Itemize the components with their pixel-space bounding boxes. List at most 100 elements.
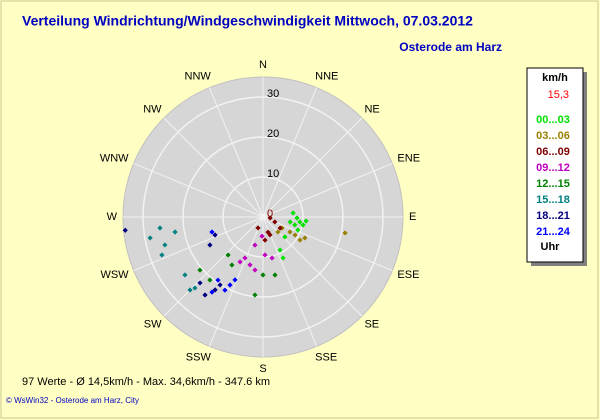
data-point xyxy=(225,252,231,258)
data-point xyxy=(255,225,261,231)
spoke xyxy=(163,216,264,317)
ring xyxy=(222,176,304,258)
data-point xyxy=(247,262,253,268)
direction-label: E xyxy=(409,211,416,223)
data-point xyxy=(197,267,203,273)
data-point xyxy=(295,227,301,233)
direction-label: ENE xyxy=(397,153,420,165)
data-point xyxy=(157,225,163,231)
data-point xyxy=(207,242,213,248)
spoke xyxy=(208,216,264,347)
data-point xyxy=(297,237,303,243)
data-point xyxy=(229,262,235,268)
legend-footer: Uhr xyxy=(541,241,561,253)
data-point xyxy=(290,210,296,216)
data-point xyxy=(232,277,238,283)
data-point xyxy=(262,252,268,258)
direction-label: SE xyxy=(364,318,379,330)
data-point xyxy=(172,229,178,235)
legend-entry: 12...15 xyxy=(536,178,570,190)
data-point xyxy=(267,215,273,221)
data-point xyxy=(287,229,293,235)
ring xyxy=(182,136,344,298)
direction-label: WNW xyxy=(100,153,129,165)
copyright: © WsWin32 - Osterode am Harz, City xyxy=(6,396,139,405)
data-point xyxy=(227,282,233,288)
legend-entry: 09...12 xyxy=(536,162,570,174)
legend-note: 15,3 xyxy=(548,89,569,101)
data-point xyxy=(252,242,258,248)
legend-entry: 15...18 xyxy=(536,194,570,206)
data-point xyxy=(215,277,221,283)
data-point xyxy=(212,287,218,293)
data-point xyxy=(162,242,168,248)
direction-label: SSW xyxy=(186,351,212,363)
data-point xyxy=(182,272,188,278)
data-point xyxy=(294,215,300,221)
direction-label: NW xyxy=(143,103,162,115)
data-point xyxy=(303,218,309,224)
spoke xyxy=(208,87,264,218)
r-tick-label: 20 xyxy=(267,128,279,140)
data-point xyxy=(302,235,308,241)
direction-label: S xyxy=(259,363,266,375)
data-point xyxy=(272,272,278,278)
legend-entry: 00...03 xyxy=(536,114,570,126)
spoke xyxy=(133,162,264,218)
data-point xyxy=(207,277,213,283)
legend-entry: 18...21 xyxy=(536,210,570,222)
data-point xyxy=(265,229,271,235)
direction-label: N xyxy=(259,59,267,71)
data-point xyxy=(252,267,258,273)
data-point xyxy=(202,292,208,298)
data-point xyxy=(242,255,248,261)
r-tick-label: 10 xyxy=(267,168,279,180)
direction-label: NNW xyxy=(185,70,212,82)
data-point xyxy=(217,282,223,288)
ring xyxy=(142,96,384,338)
data-point xyxy=(277,247,283,253)
spoke xyxy=(262,87,318,218)
data-point xyxy=(159,252,165,258)
direction-label: ESE xyxy=(397,269,419,281)
chart-title: Verteilung Windrichtung/Windgeschwindigk… xyxy=(22,13,473,29)
data-point xyxy=(212,232,218,238)
spoke xyxy=(163,117,264,218)
legend-title: km/h xyxy=(542,72,568,84)
data-point xyxy=(252,292,258,298)
data-point xyxy=(237,259,243,265)
data-point xyxy=(282,234,288,240)
data-point xyxy=(147,235,153,241)
data-point xyxy=(192,285,198,291)
spoke xyxy=(133,216,264,272)
direction-label: SW xyxy=(144,318,162,330)
legend-entry: 03...06 xyxy=(536,130,570,142)
spoke xyxy=(262,216,363,317)
data-point xyxy=(209,289,215,295)
data-point xyxy=(277,225,283,231)
chart-subtitle: Osterode am Harz xyxy=(399,40,502,54)
data-point xyxy=(269,255,275,261)
spoke xyxy=(262,117,363,218)
spoke xyxy=(262,216,318,347)
direction-label: SSE xyxy=(315,351,337,363)
data-point xyxy=(272,219,278,225)
r-tick-label: 0 xyxy=(267,208,273,220)
data-point xyxy=(342,230,348,236)
legend-entry: 21...24 xyxy=(536,226,571,238)
data-point xyxy=(267,232,273,238)
data-point xyxy=(300,222,306,228)
direction-label: NNE xyxy=(315,70,338,82)
data-point xyxy=(292,232,298,238)
data-point xyxy=(187,287,193,293)
data-point xyxy=(280,255,286,261)
r-tick-label: 30 xyxy=(267,88,279,100)
data-point xyxy=(260,272,266,278)
summary: 97 Werte - Ø 14,5km/h - Max. 34,6km/h - … xyxy=(22,376,270,388)
direction-label: WSW xyxy=(100,269,129,281)
spoke xyxy=(262,162,393,218)
spoke xyxy=(262,216,393,272)
direction-label: NE xyxy=(364,103,379,115)
